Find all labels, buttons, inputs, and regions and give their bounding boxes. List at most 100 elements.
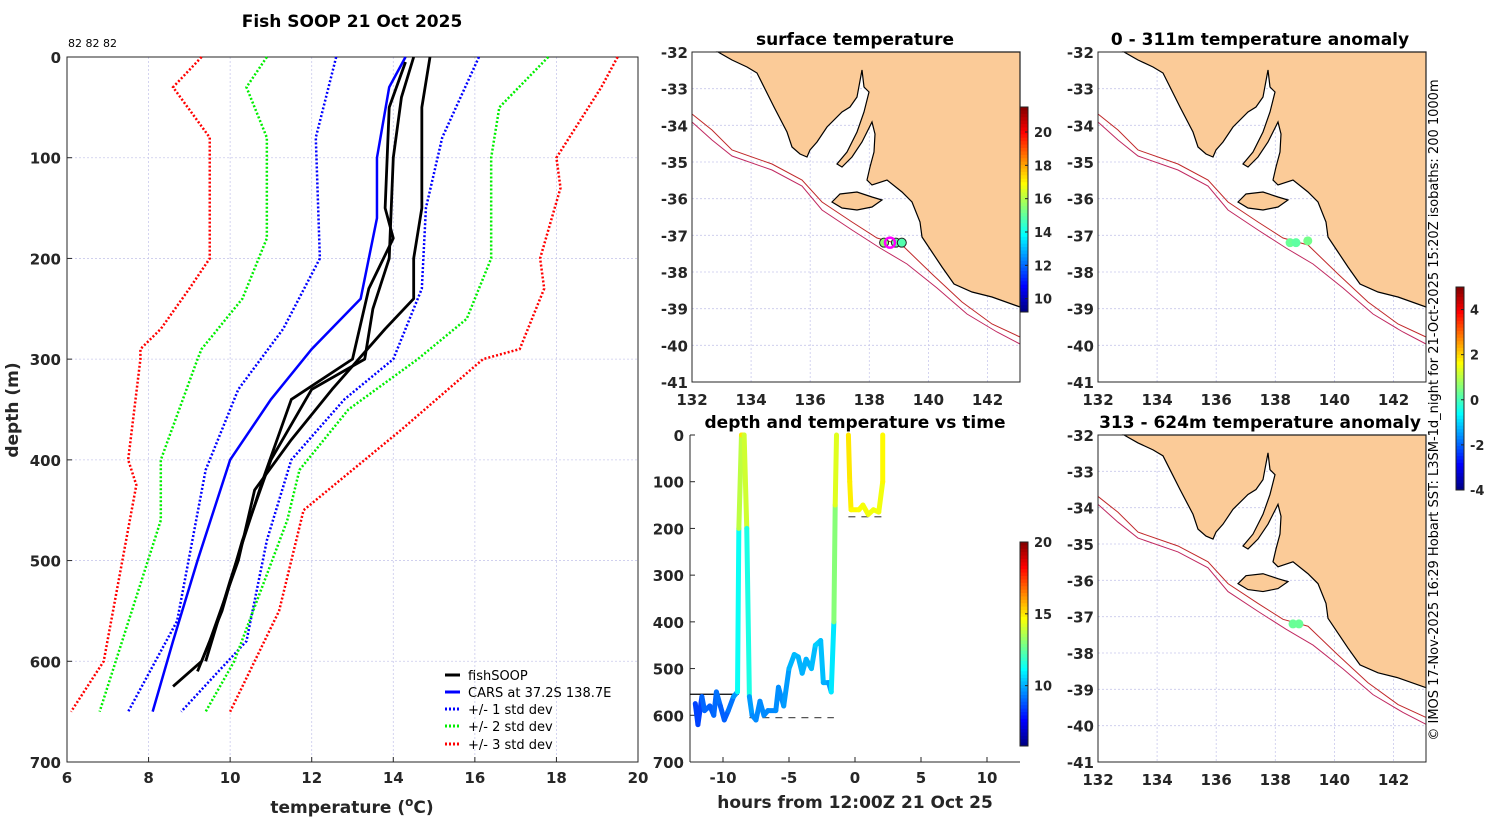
lat-tick-label: -37 xyxy=(661,227,688,245)
colorbar-cell xyxy=(1020,681,1028,686)
colorbar-cell xyxy=(1020,141,1028,146)
colorbar-cell xyxy=(1020,236,1028,241)
cars-profile-line xyxy=(151,56,407,712)
colorbar-cell xyxy=(1456,456,1464,461)
lat-tick-label: -39 xyxy=(1067,301,1094,319)
colorbar-cell xyxy=(1456,395,1464,400)
colorbar-cell xyxy=(1020,667,1028,672)
colorbar-cell xyxy=(1456,337,1464,342)
colorbar-cell xyxy=(1020,589,1028,594)
lon-tick-label: 134 xyxy=(1141,391,1172,409)
colorbar-cell xyxy=(1456,287,1464,291)
colorbar-cell xyxy=(1456,473,1464,477)
colorbar-cell xyxy=(1456,459,1464,464)
colorbar-cell xyxy=(1020,189,1028,193)
colorbar-cell xyxy=(1456,310,1464,315)
colorbar-tick-label: 15 xyxy=(1034,608,1052,623)
lat-tick-label: -37 xyxy=(1067,227,1094,245)
colorbar-cell xyxy=(1456,341,1464,346)
track-segment xyxy=(744,525,752,700)
legend: fishSOOP CARS at 37.2S 138.7E +/- 1 std … xyxy=(445,669,611,753)
std2-upper-line xyxy=(204,56,550,713)
mainland xyxy=(715,51,1021,308)
colorbar-cell xyxy=(1020,137,1028,142)
colorbar-cell xyxy=(1020,113,1028,118)
lat-tick-label: -40 xyxy=(1067,337,1094,355)
colorbar-cell xyxy=(1020,725,1028,730)
colorbar-tick-label: 10 xyxy=(1034,293,1052,308)
track-segment xyxy=(832,432,840,508)
colorbar-frame xyxy=(1019,106,1029,313)
map-frame xyxy=(1097,434,1427,763)
colorbar-cell xyxy=(1020,151,1028,156)
profile-title: Fish SOOP 21 Oct 2025 xyxy=(242,12,463,32)
anomaly-map-1: 132 134 136 138 140 142 -32 -33 -34 -35 -36 -37 -38 -… xyxy=(1067,44,1427,409)
colorbar-cell xyxy=(1456,418,1464,423)
colorbar-cell xyxy=(1456,381,1464,386)
track-segment xyxy=(746,694,755,718)
isobath-200m xyxy=(1097,496,1427,718)
x-tick-label: 0 xyxy=(850,769,860,787)
colorbar-cell xyxy=(1020,233,1028,238)
colorbar-cell xyxy=(1020,678,1028,682)
colorbar-cell xyxy=(1020,148,1028,152)
colorbar-cell xyxy=(1456,449,1464,454)
colorbar-cell xyxy=(1020,559,1028,563)
colorbar-tick-label: 20 xyxy=(1034,536,1052,551)
colorbar-cell xyxy=(1456,476,1464,481)
colorbar-cell xyxy=(1456,415,1464,420)
lon-tick-label: 142 xyxy=(1378,771,1409,789)
lat-tick-label: -34 xyxy=(1067,117,1094,135)
y-tick-label: 500 xyxy=(30,553,61,571)
colorbar-cell xyxy=(1020,654,1028,659)
colorbar-cell xyxy=(1020,606,1028,611)
colorbar-cell xyxy=(1456,374,1464,379)
track-segment xyxy=(828,619,837,695)
lon-tick-label: 132 xyxy=(1082,391,1113,409)
track-segment xyxy=(808,642,818,672)
colorbar-cell xyxy=(1020,253,1028,258)
lon-tick-label: 138 xyxy=(854,391,885,409)
x-tick-label: 16 xyxy=(464,769,485,787)
colorbar-cell xyxy=(1020,572,1028,577)
track-segment xyxy=(736,432,744,531)
lat-tick-label: -41 xyxy=(1067,374,1094,392)
colorbar-cell xyxy=(1020,613,1028,618)
colorbar-cell xyxy=(1020,110,1028,115)
colorbar-cell xyxy=(1020,250,1028,255)
std1-upper-line xyxy=(180,56,481,713)
colorbar-cell xyxy=(1456,290,1464,295)
colorbar-cell xyxy=(1020,158,1028,163)
colorbar-cell xyxy=(1020,630,1028,635)
colorbar-cell xyxy=(1020,117,1028,122)
legend-label-std3: +/- 3 std dev xyxy=(468,738,553,753)
current-position-marker xyxy=(883,236,897,249)
colorbar-cell xyxy=(1020,154,1028,159)
y-tick-label: 700 xyxy=(30,754,61,772)
y-tick-label: 200 xyxy=(653,520,684,538)
colorbar-cell xyxy=(1020,165,1028,169)
std3-upper-line xyxy=(229,56,619,713)
colorbar-cell xyxy=(1020,616,1028,621)
colorbar-cell xyxy=(1020,175,1028,180)
sst-map-title: surface temperature xyxy=(756,30,954,50)
colorbar-cell xyxy=(1456,446,1464,450)
colorbar-cell xyxy=(1456,408,1464,413)
x-tick-label: 20 xyxy=(628,769,649,787)
lon-tick-label: 140 xyxy=(1319,771,1350,789)
sst-colorbar: 10 12 14 16 18 20 xyxy=(1019,106,1052,313)
isobath-1000m xyxy=(691,121,1021,345)
colorbar-cell xyxy=(1456,344,1464,349)
colorbar-cell xyxy=(1020,212,1028,217)
colorbar-cell xyxy=(1456,314,1464,318)
colorbar-cell xyxy=(1020,718,1028,723)
x-tick-label: -10 xyxy=(709,769,736,787)
colorbar-cell xyxy=(1020,161,1028,166)
colorbar-cell xyxy=(1020,542,1028,546)
lon-tick-label: 136 xyxy=(795,391,826,409)
time-plot-xlabel: hours from 12:00Z 21 Oct 25 xyxy=(717,793,993,813)
y-tick-label: 100 xyxy=(30,150,61,168)
colorbar-cell xyxy=(1020,271,1028,275)
x-tick-label: 12 xyxy=(301,769,322,787)
